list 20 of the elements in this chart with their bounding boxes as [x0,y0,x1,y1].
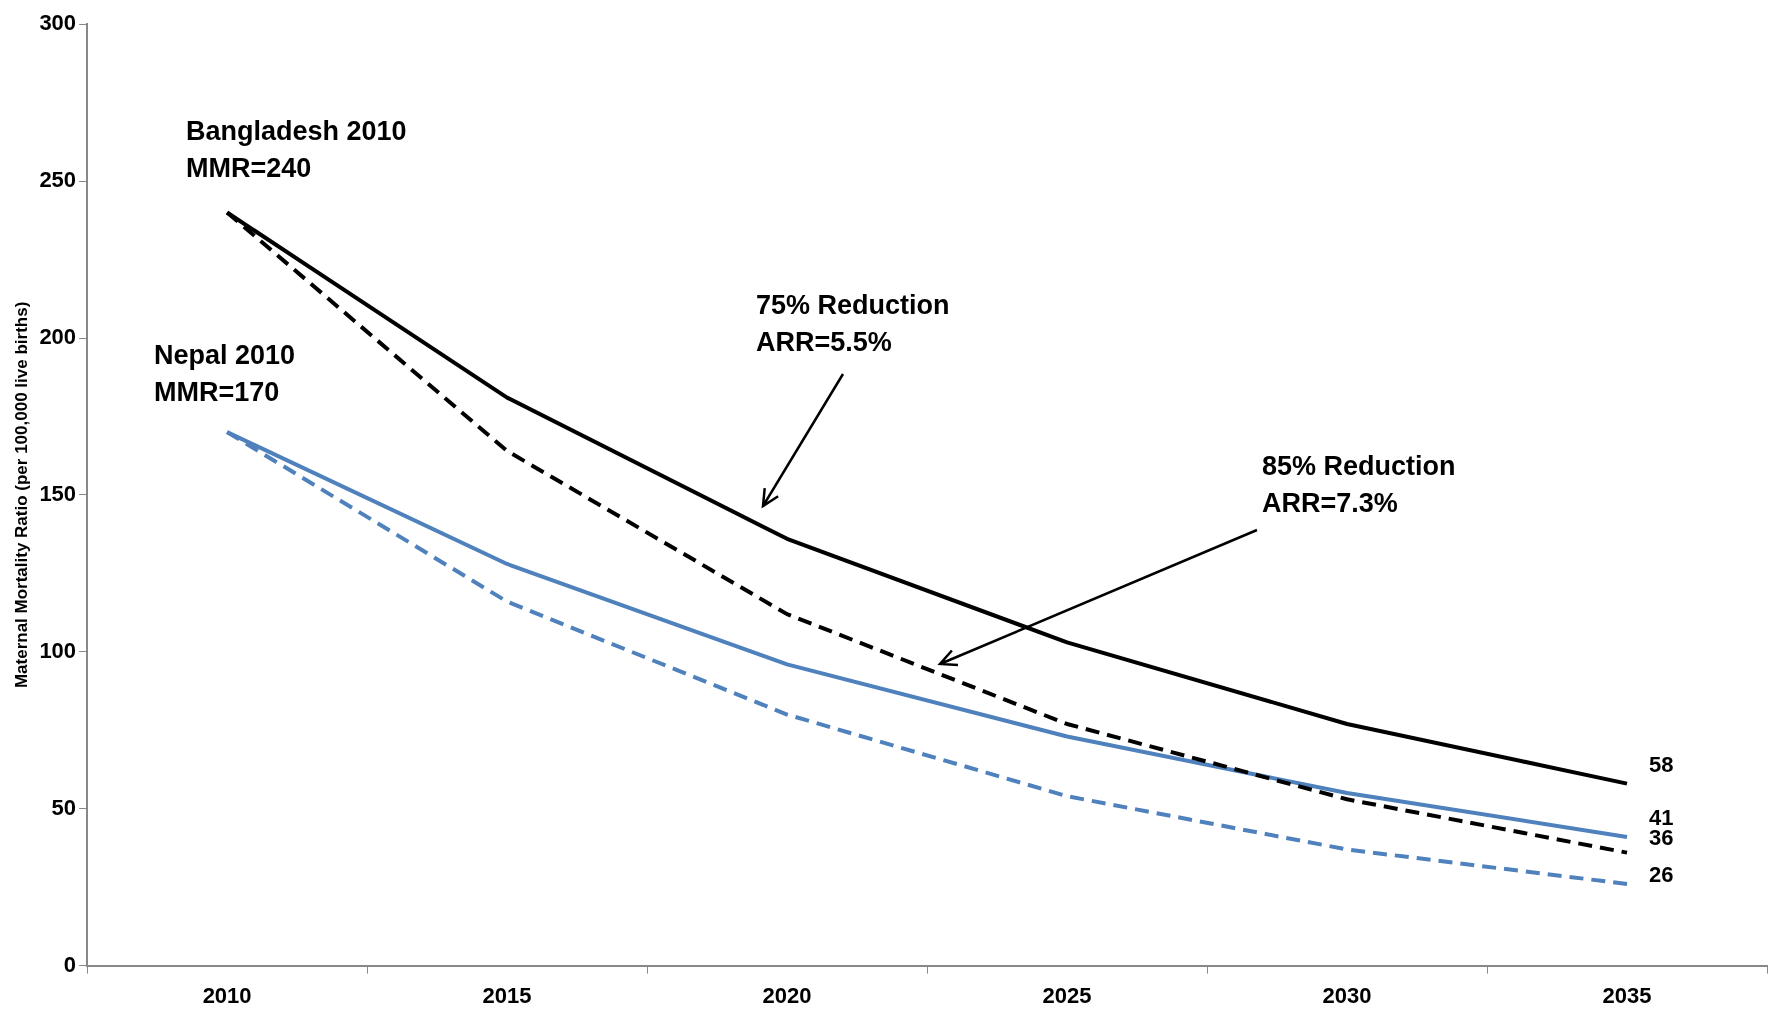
x-tick-label: 2010 [202,982,252,1008]
y-tick-label: 300 [39,10,77,36]
y-tick-label: 200 [39,324,77,350]
y-tick-label: 50 [51,794,77,820]
x-tick-label: 2035 [1602,982,1652,1008]
y-tick-label: 0 [63,951,77,977]
x-tick-label: 2025 [1042,982,1092,1008]
x-tick-label: 2030 [1322,982,1372,1008]
annotation: 85% Reduction ARR=7.3% [1262,450,1456,520]
data-label: 26 [1649,862,1674,888]
y-axis-title: Maternal Mortality Ratio (per 100,000 live births) [11,301,31,689]
x-tick-label: 2020 [762,982,812,1008]
y-tick-label: 250 [39,167,77,193]
annotation: Bangladesh 2010 MMR=240 [186,115,407,185]
x-tick-label: 2015 [482,982,532,1008]
y-tick-label: 150 [39,480,77,506]
y-tick-label: 100 [39,637,77,663]
data-label: 58 [1649,751,1674,777]
annotation: 75% Reduction ARR=5.5% [756,289,950,359]
annotation: Nepal 2010 MMR=170 [154,339,296,409]
